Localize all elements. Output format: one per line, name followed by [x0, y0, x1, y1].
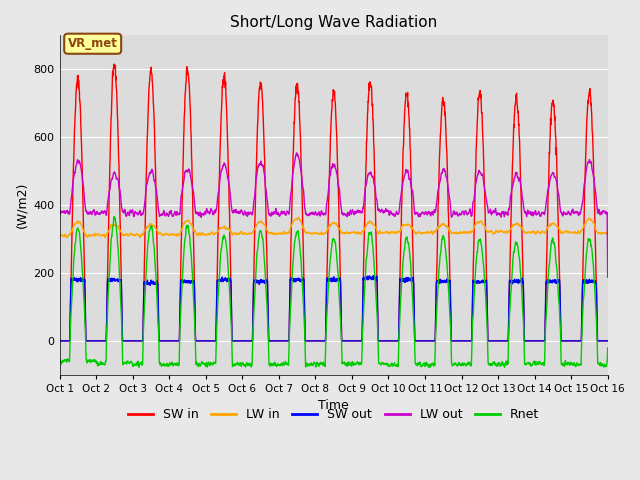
SW out — [571, 338, 579, 344]
Y-axis label: (W/m2): (W/m2) — [15, 182, 28, 228]
Rnet — [425, 364, 433, 370]
LW in — [493, 229, 501, 235]
Rnet — [349, 362, 357, 368]
Title: Short/Long Wave Radiation: Short/Long Wave Radiation — [230, 15, 437, 30]
LW in — [604, 230, 612, 236]
LW in — [350, 229, 358, 235]
LW out — [493, 210, 501, 216]
SW out — [604, 338, 612, 344]
LW out — [362, 184, 369, 190]
Line: Rnet: Rnet — [60, 216, 608, 367]
Line: SW out: SW out — [60, 276, 608, 341]
Rnet — [604, 345, 612, 351]
SW out — [370, 273, 378, 278]
LW in — [556, 227, 564, 232]
SW in — [56, 338, 63, 344]
SW out — [56, 338, 63, 344]
LW out — [604, 274, 612, 280]
LW in — [56, 232, 63, 238]
SW in — [110, 61, 118, 67]
LW in — [362, 223, 369, 229]
Legend: SW in, LW in, SW out, LW out, Rnet: SW in, LW in, SW out, LW out, Rnet — [123, 403, 544, 426]
Line: LW in: LW in — [60, 217, 608, 238]
SW out — [493, 338, 501, 344]
Rnet — [110, 214, 118, 219]
SW out — [209, 338, 216, 344]
SW in — [604, 338, 612, 344]
SW in — [349, 338, 357, 344]
Rnet — [209, 362, 216, 368]
Rnet — [362, 274, 369, 279]
Rnet — [556, 312, 564, 318]
LW in — [136, 235, 144, 240]
LW in — [294, 215, 302, 220]
LW out — [571, 210, 579, 216]
LW out — [293, 150, 301, 156]
LW in — [209, 230, 216, 236]
LW out — [349, 210, 357, 216]
SW in — [571, 338, 579, 344]
SW in — [493, 338, 501, 344]
SW in — [209, 338, 216, 344]
LW out — [209, 209, 216, 215]
Rnet — [493, 363, 501, 369]
Line: LW out: LW out — [60, 153, 608, 277]
SW in — [362, 180, 369, 186]
SW out — [556, 277, 563, 283]
Rnet — [571, 362, 579, 368]
X-axis label: Time: Time — [318, 399, 349, 412]
Line: SW in: SW in — [60, 64, 608, 341]
SW out — [362, 276, 369, 282]
SW out — [349, 338, 357, 344]
SW in — [556, 267, 563, 273]
LW out — [56, 212, 63, 217]
LW out — [556, 198, 563, 204]
Rnet — [56, 358, 63, 364]
Text: VR_met: VR_met — [68, 37, 118, 50]
LW in — [571, 230, 579, 236]
